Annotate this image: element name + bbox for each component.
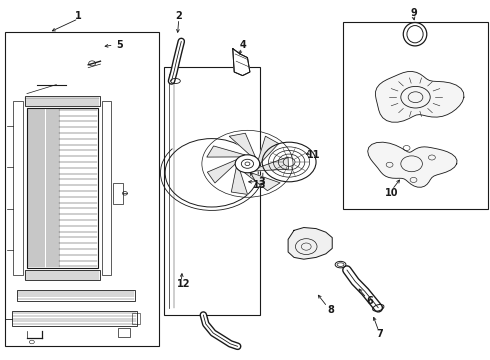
Polygon shape (255, 157, 289, 171)
Polygon shape (207, 160, 237, 183)
Bar (24, 96, 100, 106)
Bar (24, 270, 100, 280)
Text: 1: 1 (75, 11, 82, 21)
Polygon shape (368, 142, 457, 187)
Text: 13: 13 (253, 180, 267, 190)
Text: 12: 12 (177, 279, 191, 289)
Bar (118, 328, 130, 337)
Polygon shape (229, 133, 255, 157)
Bar (113, 183, 122, 204)
Bar (12, 311, 137, 326)
Bar (13, 101, 23, 275)
Text: 6: 6 (367, 296, 373, 306)
Polygon shape (231, 167, 247, 194)
Circle shape (241, 159, 254, 168)
Text: 4: 4 (239, 40, 246, 50)
Bar (164, 67, 260, 315)
Polygon shape (233, 49, 250, 76)
Bar (17, 290, 135, 301)
Bar (102, 101, 111, 275)
Polygon shape (245, 172, 280, 191)
Text: 8: 8 (327, 305, 334, 315)
Circle shape (235, 155, 260, 173)
Circle shape (245, 162, 250, 166)
Text: 11: 11 (307, 150, 320, 160)
Bar (5, 32, 159, 346)
Text: 9: 9 (411, 8, 417, 18)
Bar (132, 313, 140, 324)
Polygon shape (207, 146, 245, 157)
Text: 10: 10 (385, 188, 399, 198)
Polygon shape (288, 228, 332, 259)
Polygon shape (258, 136, 279, 164)
Text: 7: 7 (376, 329, 383, 339)
Bar (343, 22, 488, 209)
Text: 3: 3 (259, 177, 266, 187)
Polygon shape (375, 72, 464, 122)
Bar (27, 108, 98, 268)
Text: 2: 2 (175, 11, 182, 21)
Text: 5: 5 (117, 40, 123, 50)
